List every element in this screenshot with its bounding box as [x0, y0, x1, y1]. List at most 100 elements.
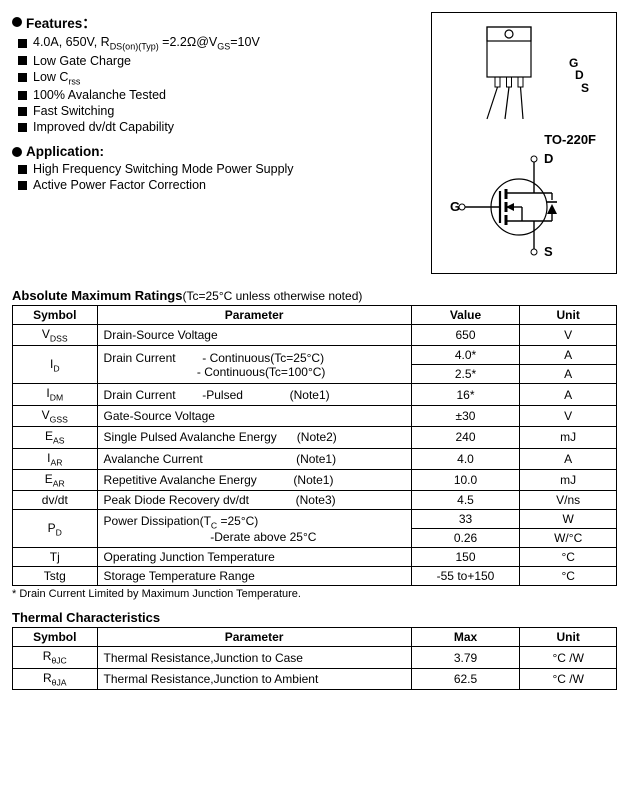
cell-value: 4.5 — [411, 491, 520, 510]
abs-cond-text: (Tc=25°C unless otherwise noted) — [182, 289, 362, 303]
col-header: Parameter — [97, 306, 411, 325]
list-item-text: High Frequency Switching Mode Power Supp… — [33, 162, 294, 176]
cell-symbol: RθJA — [13, 668, 98, 689]
abs-footnote: * Drain Current Limited by Maximum Junct… — [12, 588, 617, 600]
cell-symbol: Tj — [13, 548, 98, 567]
application-heading-text: Application: — [26, 144, 104, 159]
cell-value: 240 — [411, 427, 520, 448]
cell-symbol: IDM — [13, 384, 98, 405]
cell-parameter: Thermal Resistance,Junction to Case — [97, 647, 411, 668]
table-row: EASSingle Pulsed Avalanche Energy (Note2… — [13, 427, 617, 448]
abs-title: Absolute Maximum Ratings(Tc=25°C unless … — [12, 288, 617, 303]
table-row: VGSSGate-Source Voltage±30V — [13, 405, 617, 426]
abs-header-row: SymbolParameterValueUnit — [13, 306, 617, 325]
table-row: IDDrain Current - Continuous(Tc=25°C) - … — [13, 346, 617, 365]
top-section: Features： 4.0A, 650V, RDS(on)(Typ) =2.2Ω… — [12, 12, 617, 274]
cell-value: 62.5 — [411, 668, 520, 689]
cell-unit: V — [520, 405, 617, 426]
cell-value: 16* — [411, 384, 520, 405]
cell-unit: A — [520, 448, 617, 469]
features-heading: Features： — [12, 12, 421, 32]
cell-value: 2.5* — [411, 365, 520, 384]
cell-unit: °C — [520, 548, 617, 567]
cell-value: 10.0 — [411, 469, 520, 490]
circle-bullet-icon — [12, 147, 22, 157]
cell-unit: W — [520, 510, 617, 529]
cell-parameter: Avalanche Current (Note1) — [97, 448, 411, 469]
pin-s-label: S — [569, 82, 589, 95]
table-row: TjOperating Junction Temperature150°C — [13, 548, 617, 567]
cell-parameter: Storage Temperature Range — [97, 567, 411, 586]
list-item: High Frequency Switching Mode Power Supp… — [18, 162, 421, 176]
features-list: 4.0A, 650V, RDS(on)(Typ) =2.2Ω@VGS=10V Lo… — [18, 35, 421, 134]
cell-unit: mJ — [520, 469, 617, 490]
pin-d-label: D — [569, 69, 589, 82]
cell-symbol: dv/dt — [13, 491, 98, 510]
cell-value: -55 to+150 — [411, 567, 520, 586]
cell-parameter: Drain Current - Continuous(Tc=25°C) - Co… — [97, 346, 411, 384]
abs-max-table: SymbolParameterValueUnit VDSSDrain-Sourc… — [12, 305, 617, 586]
cell-unit: V/ns — [520, 491, 617, 510]
list-item: 100% Avalanche Tested — [18, 88, 421, 102]
package-name: TO-220F — [544, 132, 596, 147]
cell-parameter: Gate-Source Voltage — [97, 405, 411, 426]
list-item-text: 4.0A, 650V, RDS(on)(Typ) =2.2Ω@VGS=10V — [33, 35, 260, 52]
cell-symbol: VGSS — [13, 405, 98, 426]
cell-parameter: Repetitive Avalanche Energy (Note1) — [97, 469, 411, 490]
col-header: Unit — [520, 628, 617, 647]
thermal-title: Thermal Characteristics — [12, 610, 617, 625]
cell-symbol: VDSS — [13, 325, 98, 346]
cell-unit: A — [520, 346, 617, 365]
cell-parameter: Single Pulsed Avalanche Energy (Note2) — [97, 427, 411, 448]
cell-value: 33 — [411, 510, 520, 529]
cell-parameter: Power Dissipation(TC =25°C) -Derate abov… — [97, 510, 411, 548]
col-header: Symbol — [13, 628, 98, 647]
list-item-text: Improved dv/dt Capability — [33, 120, 174, 134]
cell-value: 4.0 — [411, 448, 520, 469]
cell-parameter: Drain-Source Voltage — [97, 325, 411, 346]
square-bullet-icon — [18, 107, 27, 116]
cell-value: 150 — [411, 548, 520, 567]
list-item: 4.0A, 650V, RDS(on)(Typ) =2.2Ω@VGS=10V — [18, 35, 421, 52]
col-header: Parameter — [97, 628, 411, 647]
term-s-label: S — [544, 244, 553, 259]
pin-letters: G D S — [569, 57, 589, 95]
cell-unit: W/°C — [520, 529, 617, 548]
cell-unit: A — [520, 384, 617, 405]
thermal-header-row: SymbolParameterMaxUnit — [13, 628, 617, 647]
cell-unit: °C /W — [520, 647, 617, 668]
col-header: Unit — [520, 306, 617, 325]
term-d-label: D — [544, 151, 553, 166]
cell-value: ±30 — [411, 405, 520, 426]
applications-list: High Frequency Switching Mode Power Supp… — [18, 162, 421, 192]
col-header: Value — [411, 306, 520, 325]
list-item: Low Crss — [18, 70, 421, 87]
square-bullet-icon — [18, 123, 27, 132]
thermal-table: SymbolParameterMaxUnit RθJCThermal Resis… — [12, 627, 617, 690]
cell-symbol: IAR — [13, 448, 98, 469]
cell-unit: °C /W — [520, 668, 617, 689]
cell-symbol: PD — [13, 510, 98, 548]
left-column: Features： 4.0A, 650V, RDS(on)(Typ) =2.2Ω… — [12, 12, 421, 274]
cell-symbol: RθJC — [13, 647, 98, 668]
square-bullet-icon — [18, 165, 27, 174]
cell-parameter: Drain Current -Pulsed (Note1) — [97, 384, 411, 405]
table-row: dv/dtPeak Diode Recovery dv/dt (Note3)4.… — [13, 491, 617, 510]
cell-value: 3.79 — [411, 647, 520, 668]
table-row: RθJCThermal Resistance,Junction to Case3… — [13, 647, 617, 668]
table-row: RθJAThermal Resistance,Junction to Ambie… — [13, 668, 617, 689]
list-item-text: Low Gate Charge — [33, 54, 131, 68]
col-header: Max — [411, 628, 520, 647]
cell-symbol: Tstg — [13, 567, 98, 586]
square-bullet-icon — [18, 39, 27, 48]
table-row: IARAvalanche Current (Note1)4.0A — [13, 448, 617, 469]
cell-symbol: EAS — [13, 427, 98, 448]
application-heading: Application: — [12, 144, 421, 159]
square-bullet-icon — [18, 73, 27, 82]
list-item-text: Fast Switching — [33, 104, 114, 118]
table-row: VDSSDrain-Source Voltage650V — [13, 325, 617, 346]
mosfet-schematic: D G — [444, 147, 604, 267]
cell-unit: V — [520, 325, 617, 346]
square-bullet-icon — [18, 181, 27, 190]
package-drawing — [459, 19, 559, 132]
